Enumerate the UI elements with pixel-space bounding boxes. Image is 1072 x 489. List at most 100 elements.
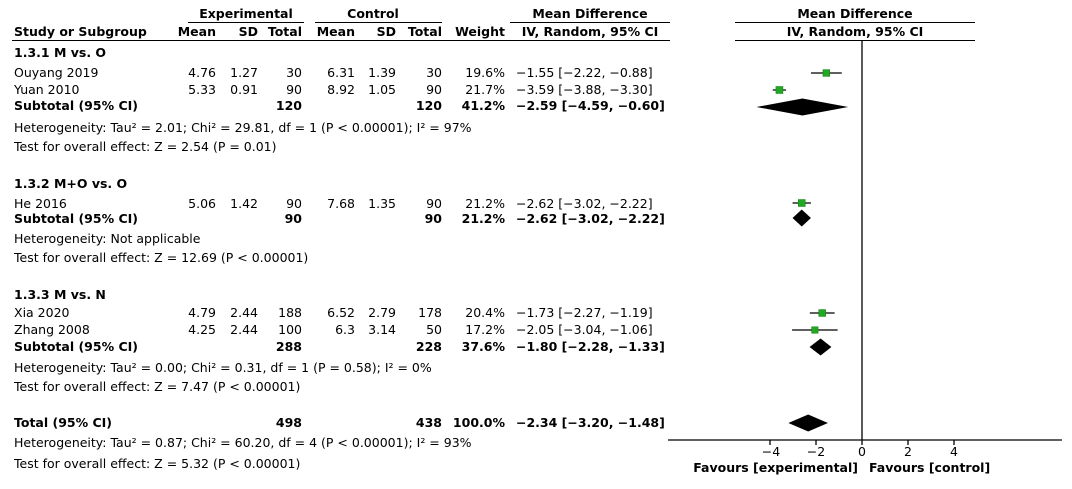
overall-effect-text: Test for overall effect: Z = 12.69 (P < …: [14, 250, 309, 265]
effect-ci: −3.59 [−3.88, −3.30]: [516, 82, 653, 97]
axis-tick-label: 4: [950, 444, 958, 459]
ctrl-sd: 3.14: [368, 322, 396, 337]
total-weight: 100.0%: [452, 415, 505, 430]
subtotal-weight: 41.2%: [461, 98, 505, 113]
subtotal-diamond: [809, 338, 832, 356]
ctrl-total: 90: [426, 82, 442, 97]
study-effect-square: [798, 199, 806, 207]
study-name: Yuan 2010: [14, 82, 80, 97]
weight: 21.7%: [465, 82, 505, 97]
exp-total-header: Total: [267, 24, 302, 39]
ctrl-total-header: Total: [407, 24, 442, 39]
ctrl-sd: 1.39: [368, 65, 396, 80]
heterogeneity-text: Heterogeneity: Tau² = 2.01; Chi² = 29.81…: [14, 120, 472, 135]
md-rule: [510, 22, 670, 23]
exp-mean-header: Mean: [177, 24, 216, 39]
total-heterogeneity-text: Heterogeneity: Tau² = 0.87; Chi² = 60.20…: [14, 435, 472, 450]
effect-ci: −1.73 [−2.27, −1.19]: [516, 305, 653, 320]
subtotal-ci: −1.80 [−2.28, −1.33]: [516, 339, 665, 354]
total-ci: −2.34 [−3.20, −1.48]: [516, 415, 665, 430]
subgroup-title: 1.3.3 M vs. N: [14, 287, 106, 302]
subtotal-diamond: [792, 209, 811, 227]
subtotal-ci: −2.62 [−3.02, −2.22]: [516, 211, 665, 226]
weight-header: Weight: [455, 24, 505, 39]
ctrl-mean: 6.52: [327, 305, 355, 320]
experimental-header: Experimental: [199, 6, 293, 21]
study-name: Xia 2020: [14, 305, 70, 320]
total-exp-total: 498: [275, 415, 302, 430]
weight: 19.6%: [465, 65, 505, 80]
subtotal-ci: −2.59 [−4.59, −0.60]: [516, 98, 665, 113]
subtotal-label: Subtotal (95% CI): [14, 98, 138, 113]
exp-sd: 2.44: [230, 322, 258, 337]
subtotal-exp-total: 288: [275, 339, 302, 354]
plot-method: IV, Random, 95% CI: [786, 24, 924, 39]
overall-effect-text: Test for overall effect: Z = 2.54 (P = 0…: [14, 139, 277, 154]
ctrl-sd: 1.35: [368, 196, 396, 211]
ctrl-total: 178: [418, 305, 442, 320]
effect-ci: −2.62 [−3.02, −2.22]: [516, 196, 653, 211]
study-name: Ouyang 2019: [14, 65, 99, 80]
plot-title: Mean Difference: [797, 6, 913, 21]
total-diamond: [788, 414, 828, 432]
favours-experimental-label: Favours [experimental]: [693, 460, 858, 475]
control-header: Control: [347, 6, 399, 21]
control-rule: [315, 22, 442, 23]
study-effect-square: [822, 69, 830, 77]
method-header: IV, Random, 95% CI: [521, 24, 659, 39]
weight: 21.2%: [465, 196, 505, 211]
ctrl-sd-header: SD: [376, 24, 396, 39]
ctrl-mean: 6.3: [335, 322, 355, 337]
subtotal-ctrl-total: 120: [415, 98, 442, 113]
exp-sd: 0.91: [230, 82, 258, 97]
exp-mean: 5.06: [188, 196, 216, 211]
weight: 20.4%: [465, 305, 505, 320]
ctrl-mean: 8.92: [327, 82, 355, 97]
exp-mean: 4.25: [188, 322, 216, 337]
study-effect-square: [811, 326, 819, 334]
exp-sd-header: SD: [238, 24, 258, 39]
subtotal-label: Subtotal (95% CI): [14, 211, 138, 226]
axis-tick-label: 0: [858, 444, 866, 459]
exp-total: 188: [278, 305, 302, 320]
exp-total: 30: [286, 65, 302, 80]
exp-mean: 5.33: [188, 82, 216, 97]
ctrl-mean: 6.31: [327, 65, 355, 80]
exp-mean: 4.79: [188, 305, 216, 320]
ctrl-total: 50: [426, 322, 442, 337]
effect-ci: −2.05 [−3.04, −1.06]: [516, 322, 653, 337]
total-label: Total (95% CI): [14, 415, 113, 430]
ctrl-total: 30: [426, 65, 442, 80]
study-column-header: Study or Subgroup: [14, 24, 147, 39]
heterogeneity-text: Heterogeneity: Not applicable: [14, 231, 201, 246]
study-name: Zhang 2008: [14, 322, 90, 337]
weight: 17.2%: [465, 322, 505, 337]
ctrl-sd: 2.79: [368, 305, 396, 320]
exp-mean: 4.76: [188, 65, 216, 80]
axis-tick-label: 2: [904, 444, 912, 459]
ctrl-total: 90: [426, 196, 442, 211]
subtotal-weight: 21.2%: [461, 211, 505, 226]
overall-effect-text: Test for overall effect: Z = 7.47 (P < 0…: [14, 379, 301, 394]
total-overall-effect-text: Test for overall effect: Z = 5.32 (P < 0…: [14, 456, 301, 471]
subtotal-exp-total: 90: [284, 211, 302, 226]
exp-sd: 1.27: [230, 65, 258, 80]
plot-title-rule: [735, 22, 975, 23]
total-ctrl-total: 438: [415, 415, 442, 430]
study-effect-square: [818, 309, 826, 317]
axis-tick-label: −2: [806, 444, 826, 459]
subtotal-diamond: [756, 98, 849, 116]
exp-total: 90: [286, 82, 302, 97]
exp-total: 100: [278, 322, 302, 337]
exp-sd: 1.42: [230, 196, 258, 211]
subgroup-title: 1.3.1 M vs. O: [14, 45, 107, 60]
ctrl-sd: 1.05: [368, 82, 396, 97]
exp-sd: 2.44: [230, 305, 258, 320]
exp-total: 90: [286, 196, 302, 211]
study-effect-square: [775, 86, 784, 94]
favours-control-label: Favours [control]: [869, 460, 991, 475]
header-bottom-rule: [12, 40, 670, 41]
subtotal-weight: 37.6%: [461, 339, 505, 354]
plot-header-bottom-rule: [735, 40, 975, 41]
experimental-rule: [188, 22, 304, 23]
